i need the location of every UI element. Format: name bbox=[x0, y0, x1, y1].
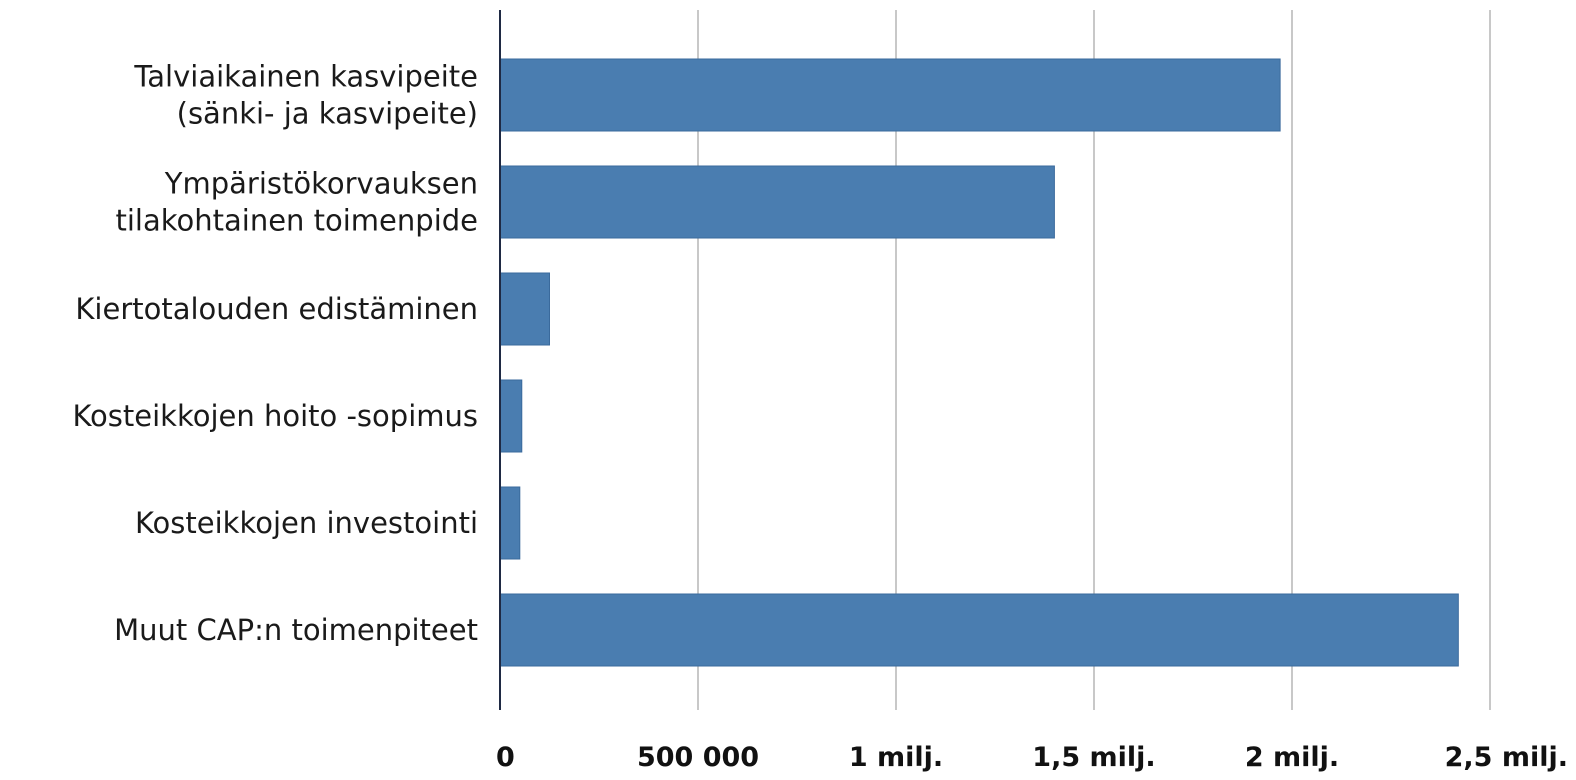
bar bbox=[499, 593, 1459, 667]
x-tick-label: 1 milj. bbox=[849, 742, 943, 773]
x-tick-label: 2,5 milj. bbox=[1445, 742, 1568, 773]
x-tick-label: 0 bbox=[496, 742, 515, 773]
bar bbox=[499, 165, 1055, 239]
bars bbox=[499, 58, 1459, 667]
category-label: Muut CAP:n toimenpiteet bbox=[114, 613, 478, 647]
category-label: Kiertotalouden edistäminen bbox=[75, 292, 478, 326]
category-label: tilakohtainen toimenpide bbox=[115, 204, 478, 238]
bar bbox=[499, 58, 1281, 132]
bar bbox=[499, 379, 523, 453]
category-labels: Talviaikainen kasvipeite(sänki- ja kasvi… bbox=[72, 60, 478, 648]
bar bbox=[499, 272, 550, 346]
category-label: Kosteikkojen investointi bbox=[135, 506, 478, 540]
x-tick-label: 1,5 milj. bbox=[1032, 742, 1155, 773]
category-label: (sänki- ja kasvipeite) bbox=[177, 97, 478, 131]
bar bbox=[499, 486, 521, 560]
category-label: Kosteikkojen hoito -sopimus bbox=[72, 399, 478, 433]
category-label: Ympäristökorvauksen bbox=[164, 167, 478, 201]
x-tick-labels: 0 500 000 1 milj. 1,5 milj. 2 milj. 2,5 milj. bbox=[496, 742, 1568, 773]
x-tick-label: 500 000 bbox=[637, 742, 759, 773]
category-label: Talviaikainen kasvipeite bbox=[133, 60, 478, 94]
x-tick-label: 2 milj. bbox=[1245, 742, 1339, 773]
